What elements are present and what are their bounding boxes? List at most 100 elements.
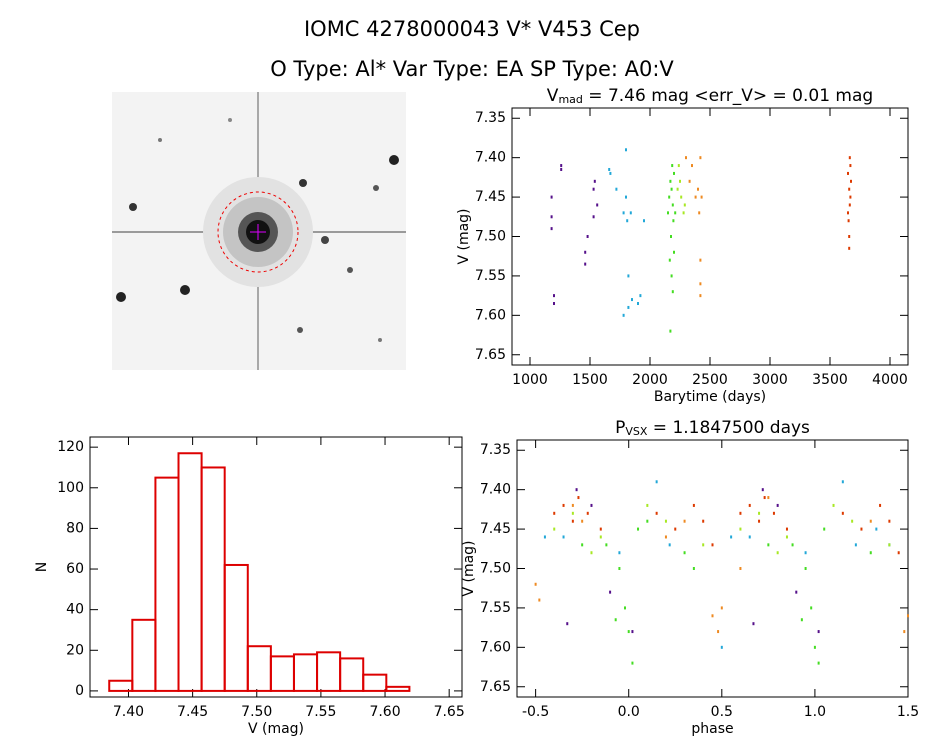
y-tick-label: 7.50 — [480, 561, 511, 577]
point — [631, 298, 633, 302]
bar — [385, 685, 411, 692]
point — [618, 567, 621, 570]
point — [586, 511, 589, 515]
point — [672, 219, 675, 223]
point — [711, 543, 714, 547]
point — [800, 618, 803, 622]
point — [763, 496, 766, 500]
y-tick-label: 7.60 — [480, 639, 511, 655]
point — [720, 606, 723, 610]
point — [596, 203, 599, 207]
point — [577, 496, 580, 500]
point — [813, 645, 816, 649]
point — [623, 606, 626, 610]
point — [626, 219, 629, 223]
point — [711, 614, 714, 618]
point — [692, 567, 695, 570]
point — [776, 503, 779, 507]
y-tick-label: 100 — [57, 480, 84, 496]
x-tick-label: 1.0 — [804, 704, 826, 720]
point — [631, 630, 634, 634]
point — [605, 543, 608, 547]
x-tick-label: 7.55 — [305, 704, 336, 720]
page-title: IOMC 4278000043 V* V453 Cep — [304, 17, 640, 41]
title-rest: = 1.1847500 days — [647, 418, 810, 438]
point — [823, 527, 826, 531]
point — [748, 503, 751, 507]
point — [679, 179, 681, 183]
point — [720, 645, 723, 649]
point — [804, 567, 807, 570]
point — [698, 211, 701, 215]
point — [584, 250, 587, 254]
point — [699, 258, 702, 262]
y-tick-label: 7.55 — [480, 600, 511, 616]
x-tick-label: 7.65 — [434, 704, 465, 720]
point — [869, 551, 872, 555]
point — [550, 215, 553, 219]
point — [699, 294, 702, 298]
title-subscript: mad — [558, 93, 582, 106]
point — [664, 519, 667, 523]
x-tick-label: 7.45 — [177, 704, 208, 720]
point — [848, 246, 851, 250]
point — [682, 211, 685, 215]
point — [670, 187, 673, 191]
point — [655, 480, 658, 484]
point — [664, 535, 667, 539]
x-tick-label: 4000 — [872, 372, 908, 388]
point — [847, 219, 850, 223]
point — [671, 203, 674, 207]
point — [817, 630, 820, 634]
point — [562, 535, 565, 539]
point — [850, 179, 852, 183]
point — [758, 511, 761, 515]
point — [795, 590, 798, 594]
point — [776, 551, 779, 555]
point — [560, 164, 563, 168]
point — [674, 527, 677, 531]
point — [761, 488, 764, 492]
point — [627, 274, 630, 278]
y-tick-label: 7.60 — [475, 307, 506, 323]
x-tick-label: 0.5 — [711, 704, 733, 720]
x-axis-label: phase — [691, 721, 733, 737]
point — [849, 195, 852, 199]
point — [841, 480, 844, 484]
point — [688, 179, 691, 183]
point — [584, 262, 587, 266]
point — [849, 164, 852, 168]
point — [593, 179, 596, 183]
point — [692, 503, 695, 507]
point — [553, 294, 555, 298]
x-tick-label: 3000 — [752, 372, 788, 388]
bar — [339, 657, 365, 692]
point — [791, 543, 794, 547]
point — [637, 302, 639, 306]
point — [599, 535, 602, 539]
point — [637, 527, 640, 531]
point — [739, 527, 742, 531]
y-tick-label: 7.40 — [475, 150, 506, 166]
point — [609, 590, 612, 594]
point — [581, 519, 584, 523]
point — [685, 156, 687, 160]
y-tick-label: 7.45 — [480, 521, 511, 537]
y-tick-label: 120 — [57, 439, 84, 455]
point — [627, 305, 630, 309]
bar — [292, 653, 319, 692]
point — [785, 527, 788, 531]
point — [699, 156, 702, 160]
point — [860, 527, 863, 531]
point — [674, 211, 677, 215]
x-tick-label: 2500 — [692, 372, 728, 388]
point — [817, 661, 820, 665]
point — [702, 543, 705, 547]
point — [767, 496, 770, 500]
point — [534, 582, 537, 586]
point — [739, 567, 742, 570]
point — [609, 171, 612, 175]
point — [599, 527, 602, 531]
point — [639, 294, 642, 298]
point — [677, 164, 680, 168]
